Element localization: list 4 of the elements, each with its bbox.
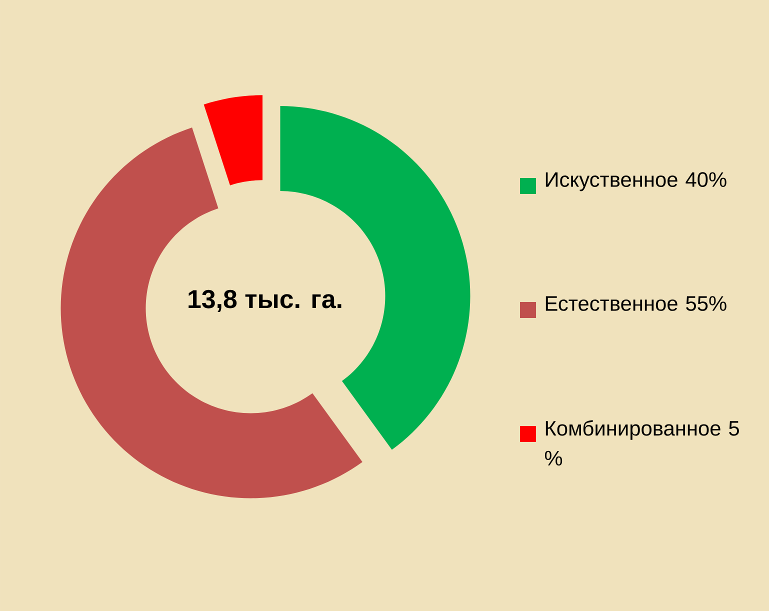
legend-label: Комбинированное 5 % [544, 420, 739, 466]
legend-label: Искуственное 40% [546, 172, 726, 192]
legend-label: Естественное 55% [546, 296, 726, 311]
text: 13,8 тыс. га. [188, 290, 342, 312]
